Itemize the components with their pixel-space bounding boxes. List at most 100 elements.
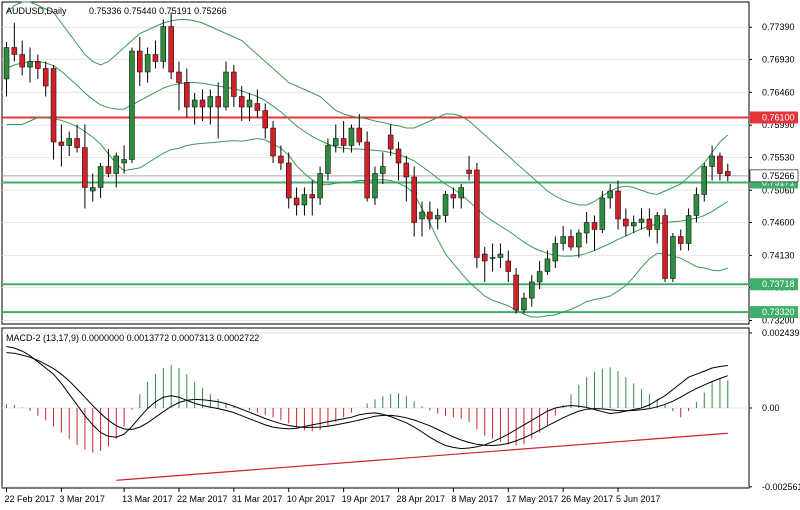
- candle: [301, 187, 308, 216]
- ohlc-readout: 0.75336 0.75440 0.75191 0.75266: [89, 6, 227, 16]
- candle-body: [137, 50, 143, 73]
- candle: [521, 292, 527, 314]
- candle: [333, 124, 339, 153]
- candle-body: [262, 110, 268, 129]
- candle: [238, 86, 245, 121]
- macd-panel[interactable]: MACD-2 (13,17,9) 0.0000000 0.0013772 0.0…: [1, 327, 750, 489]
- candle: [466, 156, 472, 181]
- candle-body: [66, 138, 72, 146]
- candle-body: [270, 127, 276, 157]
- candle: [152, 40, 159, 69]
- level-price-label: 0.75171: [762, 178, 795, 188]
- candle: [50, 65, 57, 160]
- candle-body: [497, 253, 504, 258]
- candle-body: [591, 222, 598, 230]
- level-price-label: 0.76100: [762, 113, 795, 123]
- candle-body: [411, 176, 417, 223]
- candle-body: [309, 194, 316, 199]
- candle-body: [552, 243, 559, 262]
- candle: [662, 208, 668, 282]
- candle: [529, 275, 535, 307]
- level-price-label: 0.73320: [762, 307, 795, 317]
- price-tick-label: 0.75530: [762, 152, 795, 162]
- candle: [677, 229, 684, 251]
- candle-body: [215, 96, 221, 108]
- candle-body: [372, 173, 378, 199]
- candle: [207, 89, 214, 125]
- macd-lines: [6, 346, 728, 481]
- candle: [113, 152, 120, 188]
- candle-body: [670, 236, 676, 279]
- candlesticks: [3, 12, 731, 314]
- time-tick-label: 10 Apr 2017: [287, 494, 336, 504]
- candle-body: [3, 47, 10, 80]
- time-tick-label: 26 May 2017: [561, 494, 613, 504]
- candle-body: [191, 99, 198, 108]
- candle: [176, 61, 182, 111]
- candle-body: [709, 155, 715, 167]
- level-price-tag: [750, 278, 798, 291]
- chart-symbol-header: AUDUSD,Daily: [6, 6, 67, 16]
- candle-body: [129, 50, 135, 160]
- candle-body: [536, 271, 543, 283]
- candle-body: [607, 190, 613, 199]
- candle-body: [583, 222, 590, 234]
- candle-body: [223, 71, 229, 108]
- candle: [630, 215, 637, 233]
- time-tick-label: 5 Jun 2017: [616, 494, 661, 504]
- time-tick-label: 19 Apr 2017: [342, 494, 391, 504]
- candle-body: [113, 155, 120, 174]
- candle: [309, 180, 316, 216]
- candle: [709, 145, 715, 181]
- candle-body: [615, 190, 621, 220]
- candle: [270, 121, 276, 163]
- candle-body: [27, 61, 33, 68]
- candle-body: [380, 166, 386, 174]
- candle-body: [254, 103, 261, 111]
- price-panel[interactable]: AUDUSD,Daily 0.75336 0.75440 0.75191 0.7…: [1, 1, 750, 325]
- candle-body: [450, 194, 457, 199]
- macd-tick-label: -0.002561: [762, 482, 800, 492]
- price-axis: 0.77390 0.76930 0.76460 0.75990 0.75530 0.750…: [749, 22, 799, 326]
- candle-body: [434, 215, 441, 220]
- candle: [35, 54, 41, 79]
- candle-body: [58, 141, 65, 146]
- time-tick-label: 8 May 2017: [451, 494, 498, 504]
- candle: [387, 124, 394, 156]
- candle: [74, 124, 80, 153]
- candle: [717, 152, 723, 181]
- candle-body: [544, 258, 551, 272]
- candle-body: [325, 145, 331, 174]
- candle-body: [474, 169, 480, 258]
- candle-body: [395, 148, 402, 164]
- candle-body: [285, 162, 292, 199]
- candle: [536, 261, 543, 289]
- candle: [129, 47, 135, 163]
- time-tick-label: 28 Apr 2017: [397, 494, 446, 504]
- candle: [607, 184, 613, 209]
- price-tick-label: 0.75990: [762, 120, 795, 130]
- candle: [137, 37, 143, 86]
- time-axis: 22 Feb 2017 3 Mar 2017 13 Mar 2017 22 Mar 2…: [2, 487, 749, 504]
- candle: [223, 61, 229, 111]
- candle-body: [199, 99, 206, 108]
- candle-body: [513, 274, 519, 311]
- time-tick-label: 13 Mar 2017: [122, 494, 173, 504]
- candle-body: [725, 171, 731, 176]
- candle: [513, 268, 519, 314]
- candle: [568, 229, 574, 251]
- candle-body: [35, 61, 41, 69]
- time-tick-label: 22 Mar 2017: [177, 494, 228, 504]
- candle-body: [19, 54, 25, 68]
- candle: [638, 208, 645, 230]
- candle: [215, 82, 221, 139]
- candle: [348, 124, 355, 153]
- candle: [191, 93, 198, 125]
- time-tick-label: 17 May 2017: [506, 494, 558, 504]
- candle: [11, 23, 18, 62]
- candle: [427, 201, 433, 230]
- candle-body: [121, 159, 127, 164]
- candle-body: [685, 215, 692, 244]
- candle-body: [630, 222, 637, 227]
- candle: [27, 47, 33, 83]
